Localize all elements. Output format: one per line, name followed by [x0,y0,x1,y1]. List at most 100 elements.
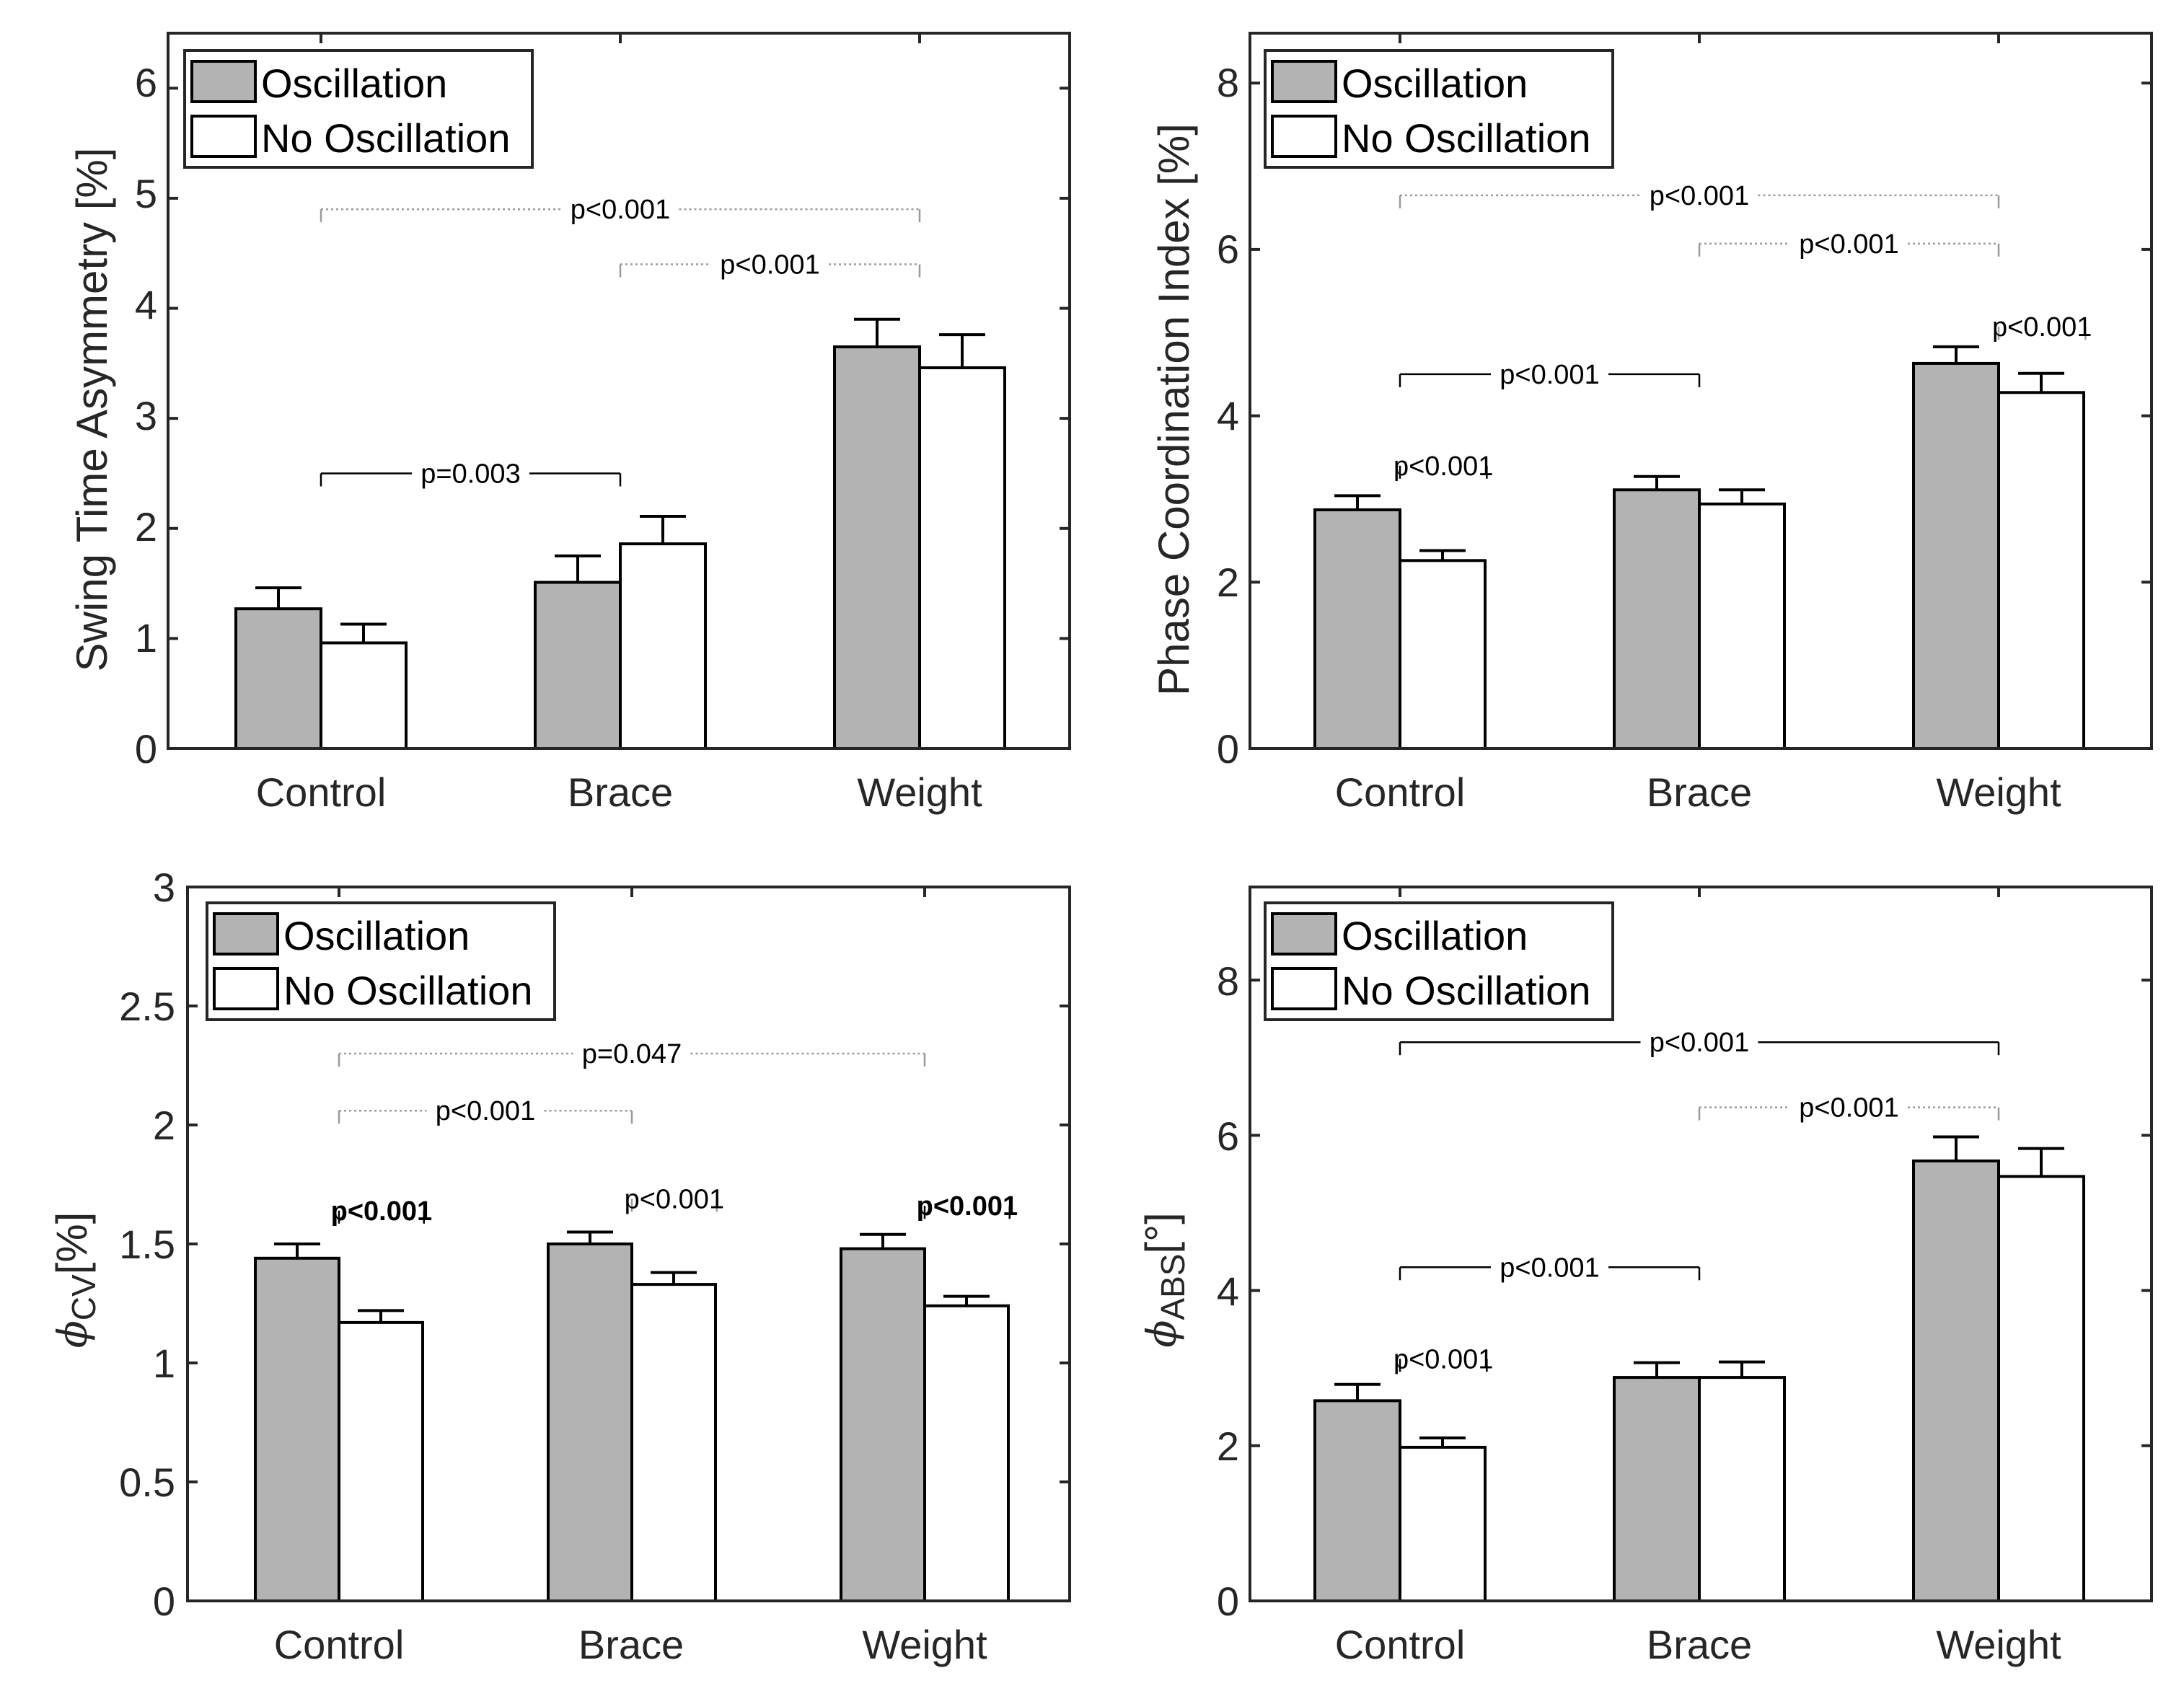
bar-oscillation [1912,361,2000,750]
bar-oscillation [1613,488,1701,751]
legend-label: No Oscillation [1342,968,1590,1013]
legend-label: No Oscillation [1342,115,1590,161]
bar-no-oscillation [923,1304,1010,1603]
legend-swatch-oscillation [1271,912,1337,955]
x-tick-label: Weight [1936,1622,2061,1667]
y-tick-label: 3 [153,865,175,910]
significance-label: p<0.001 [331,1196,433,1227]
x-tick-label: Control [256,769,387,815]
y-tick-label: 2 [1217,560,1239,605]
significance-label: p=0.047 [582,1039,682,1069]
bar-no-oscillation [320,641,408,751]
significance-label: p<0.001 [1393,1344,1493,1374]
legend: Oscillation No Oscillation [183,49,534,169]
bar-oscillation [547,1243,633,1602]
y-axis-label: ϕABS[°] [1137,1212,1192,1348]
y-tick-label: 4 [1217,1268,1239,1314]
data-marks: p<0.001 p<0.001 p=0.003 [168,33,1070,751]
legend-label: Oscillation [283,913,470,958]
y-tick-labels: 0 2 4 6 8 [1217,60,1239,772]
significance-label: p<0.001 [1500,360,1599,390]
y-tick-label: 4 [135,282,157,327]
bar-oscillation [254,1256,340,1603]
y-axis-unit: [%] [48,1212,96,1275]
legend-swatch-no-oscillation [1271,967,1337,1010]
y-tick-label: 8 [1217,60,1239,105]
y-tick-label: 8 [1217,958,1239,1004]
legend-label: Oscillation [1342,61,1528,106]
legend-label: Oscillation [261,61,447,106]
x-tick-label: Brace [578,1622,684,1667]
data-marks: p=0.047 p<0.001 p<0.001 p<0.001 p<0.001 [188,886,1070,1603]
legend: Oscillation No Oscillation [1264,901,1614,1021]
bar-oscillation [1613,1376,1701,1602]
x-tick-label: Control [274,1622,405,1667]
legend-swatch-no-oscillation [190,115,257,158]
legend: Oscillation No Oscillation [206,901,556,1021]
significance-label: p<0.001 [1393,451,1493,482]
y-axis-label: ϕCV[%] [48,1212,102,1349]
plot-frame [1249,32,2153,750]
y-tick-label: 4 [1217,393,1239,438]
significance-label: p<0.001 [1650,181,1749,211]
bar-oscillation [1313,1399,1401,1602]
y-axis-subscript: CV [65,1274,102,1320]
bar-no-oscillation [918,366,1006,751]
bar-no-oscillation [630,1283,717,1602]
plot-frame [1249,886,2153,1602]
bar-no-oscillation [1399,559,1487,751]
significance-label: p<0.001 [1500,1253,1599,1283]
bar-no-oscillation [1698,1376,1786,1602]
bar-oscillation [534,581,622,751]
legend-label: Oscillation [1342,913,1528,958]
legend-label: No Oscillation [283,968,532,1013]
bar-no-oscillation [338,1320,424,1603]
y-tick-label: 2 [135,504,157,550]
x-tick-labels: Control Brace Weight [1335,769,2061,815]
x-tick-label: Brace [1647,1622,1752,1667]
bar-no-oscillation [1698,502,1786,750]
bar-oscillation [1912,1159,2000,1602]
panel-phase-coordination-index: Phase Coordination Index [%] 0 2 4 6 8 C… [1150,32,2153,815]
significance-label: p<0.001 [1799,1093,1898,1124]
y-tick-label: 0.5 [119,1460,175,1505]
y-tick-label: 6 [1217,226,1239,272]
y-tick-labels: 0 1 2 3 4 5 6 [135,60,157,772]
y-axis-unit: [°] [1137,1212,1185,1253]
x-tick-label: Control [1335,769,1466,815]
phi-symbol: ϕ [50,1320,97,1348]
y-tick-label: 1.5 [119,1222,175,1267]
bar-no-oscillation [1997,1175,2085,1603]
data-marks: p<0.001 p<0.001 p<0.001 p<0.001 [1250,887,2152,1603]
significance-label: p<0.001 [1992,312,2092,343]
legend-label: No Oscillation [261,115,510,161]
panel-phi-abs: ϕABS[°] 0 2 4 6 8 Control Brace Weight p… [1137,886,2153,1667]
svg-text:ϕCV[%]: ϕCV[%] [48,1212,102,1349]
x-tick-label: Weight [857,769,982,815]
y-tick-label: 2 [153,1103,175,1148]
legend-swatch-oscillation [213,912,279,955]
significance-label: p<0.001 [720,250,819,280]
svg-text:ϕABS[°]: ϕABS[°] [1137,1212,1192,1348]
y-tick-labels: 0 2 4 6 8 [1217,958,1239,1624]
panel-phi-cv: ϕCV[%] 0 0.5 1 1.5 2 2.5 3 Control Brace… [48,865,1071,1667]
phi-symbol: ϕ [1139,1320,1186,1348]
legend-swatch-oscillation [1271,60,1337,103]
y-tick-label: 3 [135,393,157,438]
plot-frame [186,886,1071,1602]
bar-oscillation [1313,508,1401,750]
x-tick-label: Brace [568,769,673,815]
x-tick-labels: Control Brace Weight [1335,1622,2061,1667]
bar-no-oscillation [1997,391,2085,751]
significance-label: p<0.001 [625,1184,724,1214]
y-tick-label: 2 [1217,1424,1239,1469]
plot-frame [167,32,1071,750]
data-marks: p<0.001 p<0.001 p<0.001 p<0.001 p<0.001 [1250,33,2152,751]
bar-oscillation [840,1247,926,1602]
y-tick-label: 5 [135,171,157,216]
bar-no-oscillation [1399,1445,1487,1603]
y-tick-label: 6 [135,60,157,105]
y-tick-label: 6 [1217,1113,1239,1159]
x-tick-labels: Control Brace Weight [274,1622,987,1667]
legend-swatch-no-oscillation [213,967,279,1010]
